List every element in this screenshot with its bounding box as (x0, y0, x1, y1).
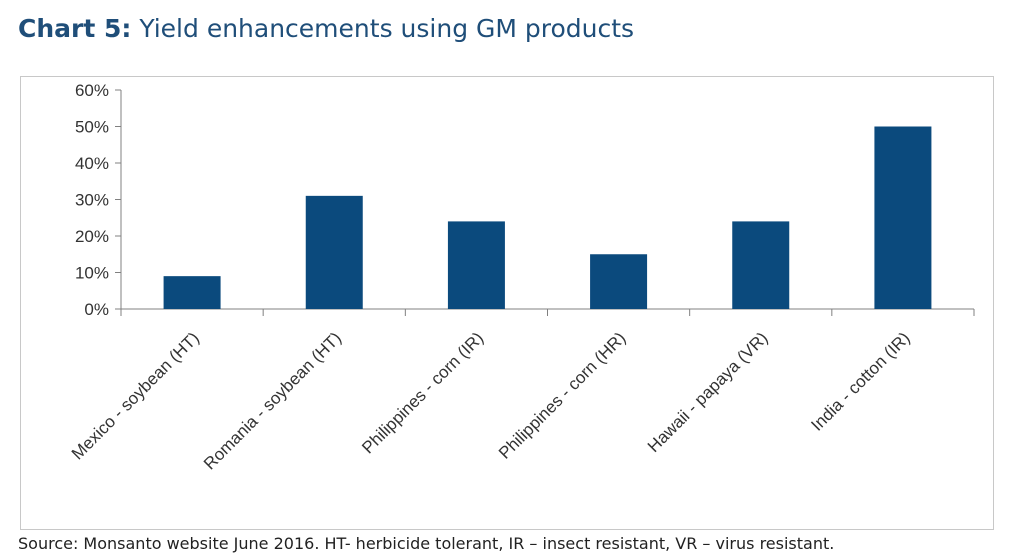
x-category-label: Philippines - corn (HR) (495, 328, 629, 462)
y-tick-label: 40% (75, 154, 109, 173)
x-category-label: Mexico - soybean (HT) (68, 328, 203, 463)
bar (590, 254, 648, 309)
bar (732, 221, 790, 309)
bar (447, 221, 505, 309)
x-category-label: Hawaii - papaya (VR) (644, 328, 772, 456)
y-tick-label: 60% (75, 81, 109, 100)
bar (305, 195, 363, 309)
chart-frame (20, 76, 994, 530)
source-note: Source: Monsanto website June 2016. HT- … (18, 534, 835, 553)
bar-chart: 0% 10% 20% 30% 40% 50% 60% Mexico - soybean (HT… (68, 81, 975, 473)
y-tick-label: 10% (75, 264, 109, 283)
chart-title-prefix: Chart 5: (18, 14, 132, 43)
chart-title: Chart 5: Yield enhancements using GM pro… (18, 14, 634, 43)
y-tick-label: 30% (75, 191, 109, 210)
y-tick-label: 20% (75, 227, 109, 246)
bar (874, 126, 932, 309)
bar (163, 276, 221, 309)
x-category-label: Romania - soybean (HT) (200, 328, 345, 473)
chart-title-text: Yield enhancements using GM products (131, 14, 635, 43)
x-category-label: India - cotton (IR) (807, 328, 913, 434)
y-tick-label: 0% (84, 300, 109, 319)
y-tick-label: 50% (75, 118, 109, 137)
x-category-label: Philippines - corn (IR) (358, 328, 487, 457)
